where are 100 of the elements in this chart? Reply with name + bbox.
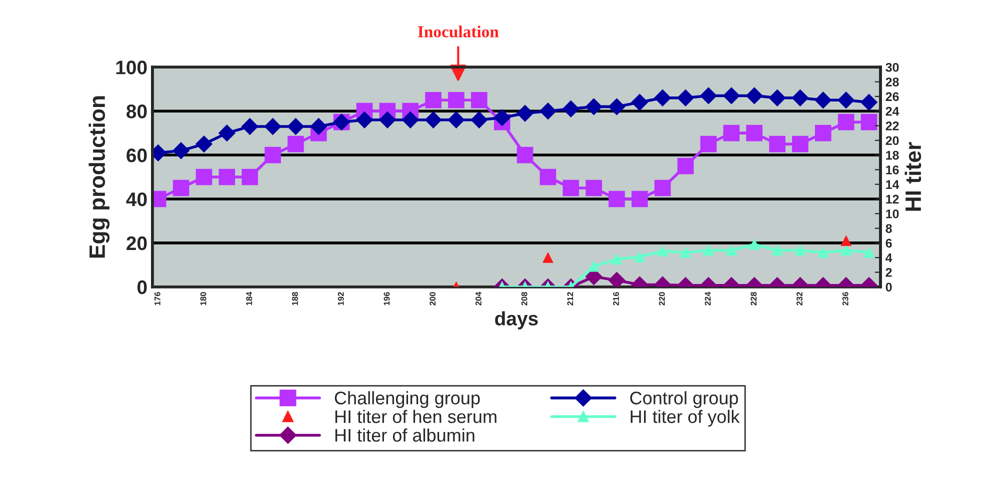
x-tick-label: 208 — [521, 292, 528, 306]
point — [379, 112, 396, 128]
point — [264, 118, 282, 135]
y-tick-label: 20 — [126, 236, 147, 250]
point — [218, 168, 236, 186]
point — [218, 124, 236, 142]
point — [860, 94, 878, 111]
x-tick-label: 196 — [384, 292, 390, 306]
point — [562, 180, 580, 196]
y2-tick-label: 28 — [886, 78, 899, 86]
point — [516, 104, 534, 122]
text: Inoculation — [418, 26, 499, 38]
y2-tick-label: 20 — [886, 136, 899, 146]
point — [814, 124, 832, 142]
legend-label: Challenging group — [334, 391, 480, 408]
point — [562, 100, 580, 118]
y-tick-label: 0 — [137, 280, 147, 294]
point — [172, 142, 190, 160]
point — [631, 94, 648, 111]
y2-axis-title: HI titer — [904, 142, 922, 211]
legend-label: HI titer of yolk — [630, 410, 740, 427]
point — [540, 102, 556, 120]
legend-label: HI titer of hen serum — [335, 410, 496, 424]
point — [264, 146, 281, 164]
point — [814, 92, 832, 108]
point — [471, 92, 488, 108]
point — [241, 118, 258, 135]
x-tick-label: 200 — [430, 292, 436, 306]
point — [792, 90, 809, 106]
x-tick-label: 216 — [613, 292, 619, 306]
x-axis-title: days — [495, 311, 538, 330]
point — [516, 146, 534, 164]
y2-tick-label: 6 — [886, 238, 892, 248]
point — [792, 136, 808, 152]
point — [746, 124, 762, 142]
point — [425, 92, 442, 108]
y2-tick-label: 4 — [886, 254, 892, 262]
point — [677, 158, 694, 174]
x-tick-label: 188 — [292, 292, 298, 306]
y2-tick-label: 10 — [886, 209, 899, 218]
point — [172, 180, 190, 196]
y2-tick-label: 16 — [886, 165, 899, 174]
point — [585, 98, 602, 116]
point — [288, 136, 304, 152]
x-tick-label: 192 — [338, 292, 344, 306]
point — [470, 112, 488, 128]
y2-tick-label: 18 — [886, 150, 899, 160]
point — [448, 92, 464, 108]
legend-label: HI titer of albumin — [335, 428, 474, 442]
y2-tick-label: 24 — [886, 106, 900, 116]
point — [448, 112, 465, 128]
point — [287, 118, 304, 135]
point — [608, 98, 626, 116]
x-tick-label: 212 — [567, 292, 574, 306]
point — [242, 168, 258, 186]
y-tick-label: 80 — [126, 104, 147, 118]
point — [424, 112, 442, 128]
y2-tick-label: 26 — [886, 92, 899, 102]
x-tick-label: 176 — [154, 292, 160, 306]
y-tick-label: 40 — [126, 192, 147, 206]
x-tick-label: 204 — [476, 292, 482, 306]
point — [654, 180, 671, 196]
point — [768, 90, 786, 106]
point — [723, 87, 740, 104]
y2-tick-label: 14 — [886, 180, 900, 189]
x-tick-label: 232 — [796, 292, 802, 306]
y-tick-label: 60 — [126, 148, 147, 162]
point — [700, 136, 717, 152]
point — [356, 112, 373, 128]
x-tick-label: 228 — [750, 292, 757, 306]
y2-tick-label: 2 — [886, 268, 892, 277]
point — [402, 112, 419, 128]
y2-tick-label: 30 — [886, 62, 899, 72]
point — [677, 90, 694, 106]
x-tick-label: 220 — [658, 292, 665, 306]
point — [310, 118, 328, 135]
point — [608, 190, 625, 208]
y-tick-label: 100 — [116, 60, 147, 74]
point — [746, 87, 763, 104]
y-axis-title: Egg production — [88, 96, 110, 258]
point — [654, 90, 671, 106]
point — [769, 136, 786, 152]
point — [838, 92, 854, 108]
point — [860, 114, 878, 130]
point — [838, 114, 854, 130]
point — [700, 87, 717, 104]
point — [540, 168, 556, 186]
y2-tick-label: 22 — [886, 122, 899, 130]
x-tick-label: 184 — [246, 292, 252, 306]
y2-tick-label: 0 — [886, 282, 892, 292]
x-tick-label: 180 — [200, 292, 206, 306]
y2-tick-label: 12 — [886, 194, 899, 204]
point — [632, 190, 648, 208]
legend-label: Control group — [630, 391, 738, 408]
point — [196, 168, 212, 186]
x-tick-label: 236 — [842, 292, 848, 306]
point — [586, 180, 602, 196]
point — [723, 124, 740, 142]
x-tick-label: 224 — [704, 292, 711, 306]
point — [494, 109, 510, 126]
